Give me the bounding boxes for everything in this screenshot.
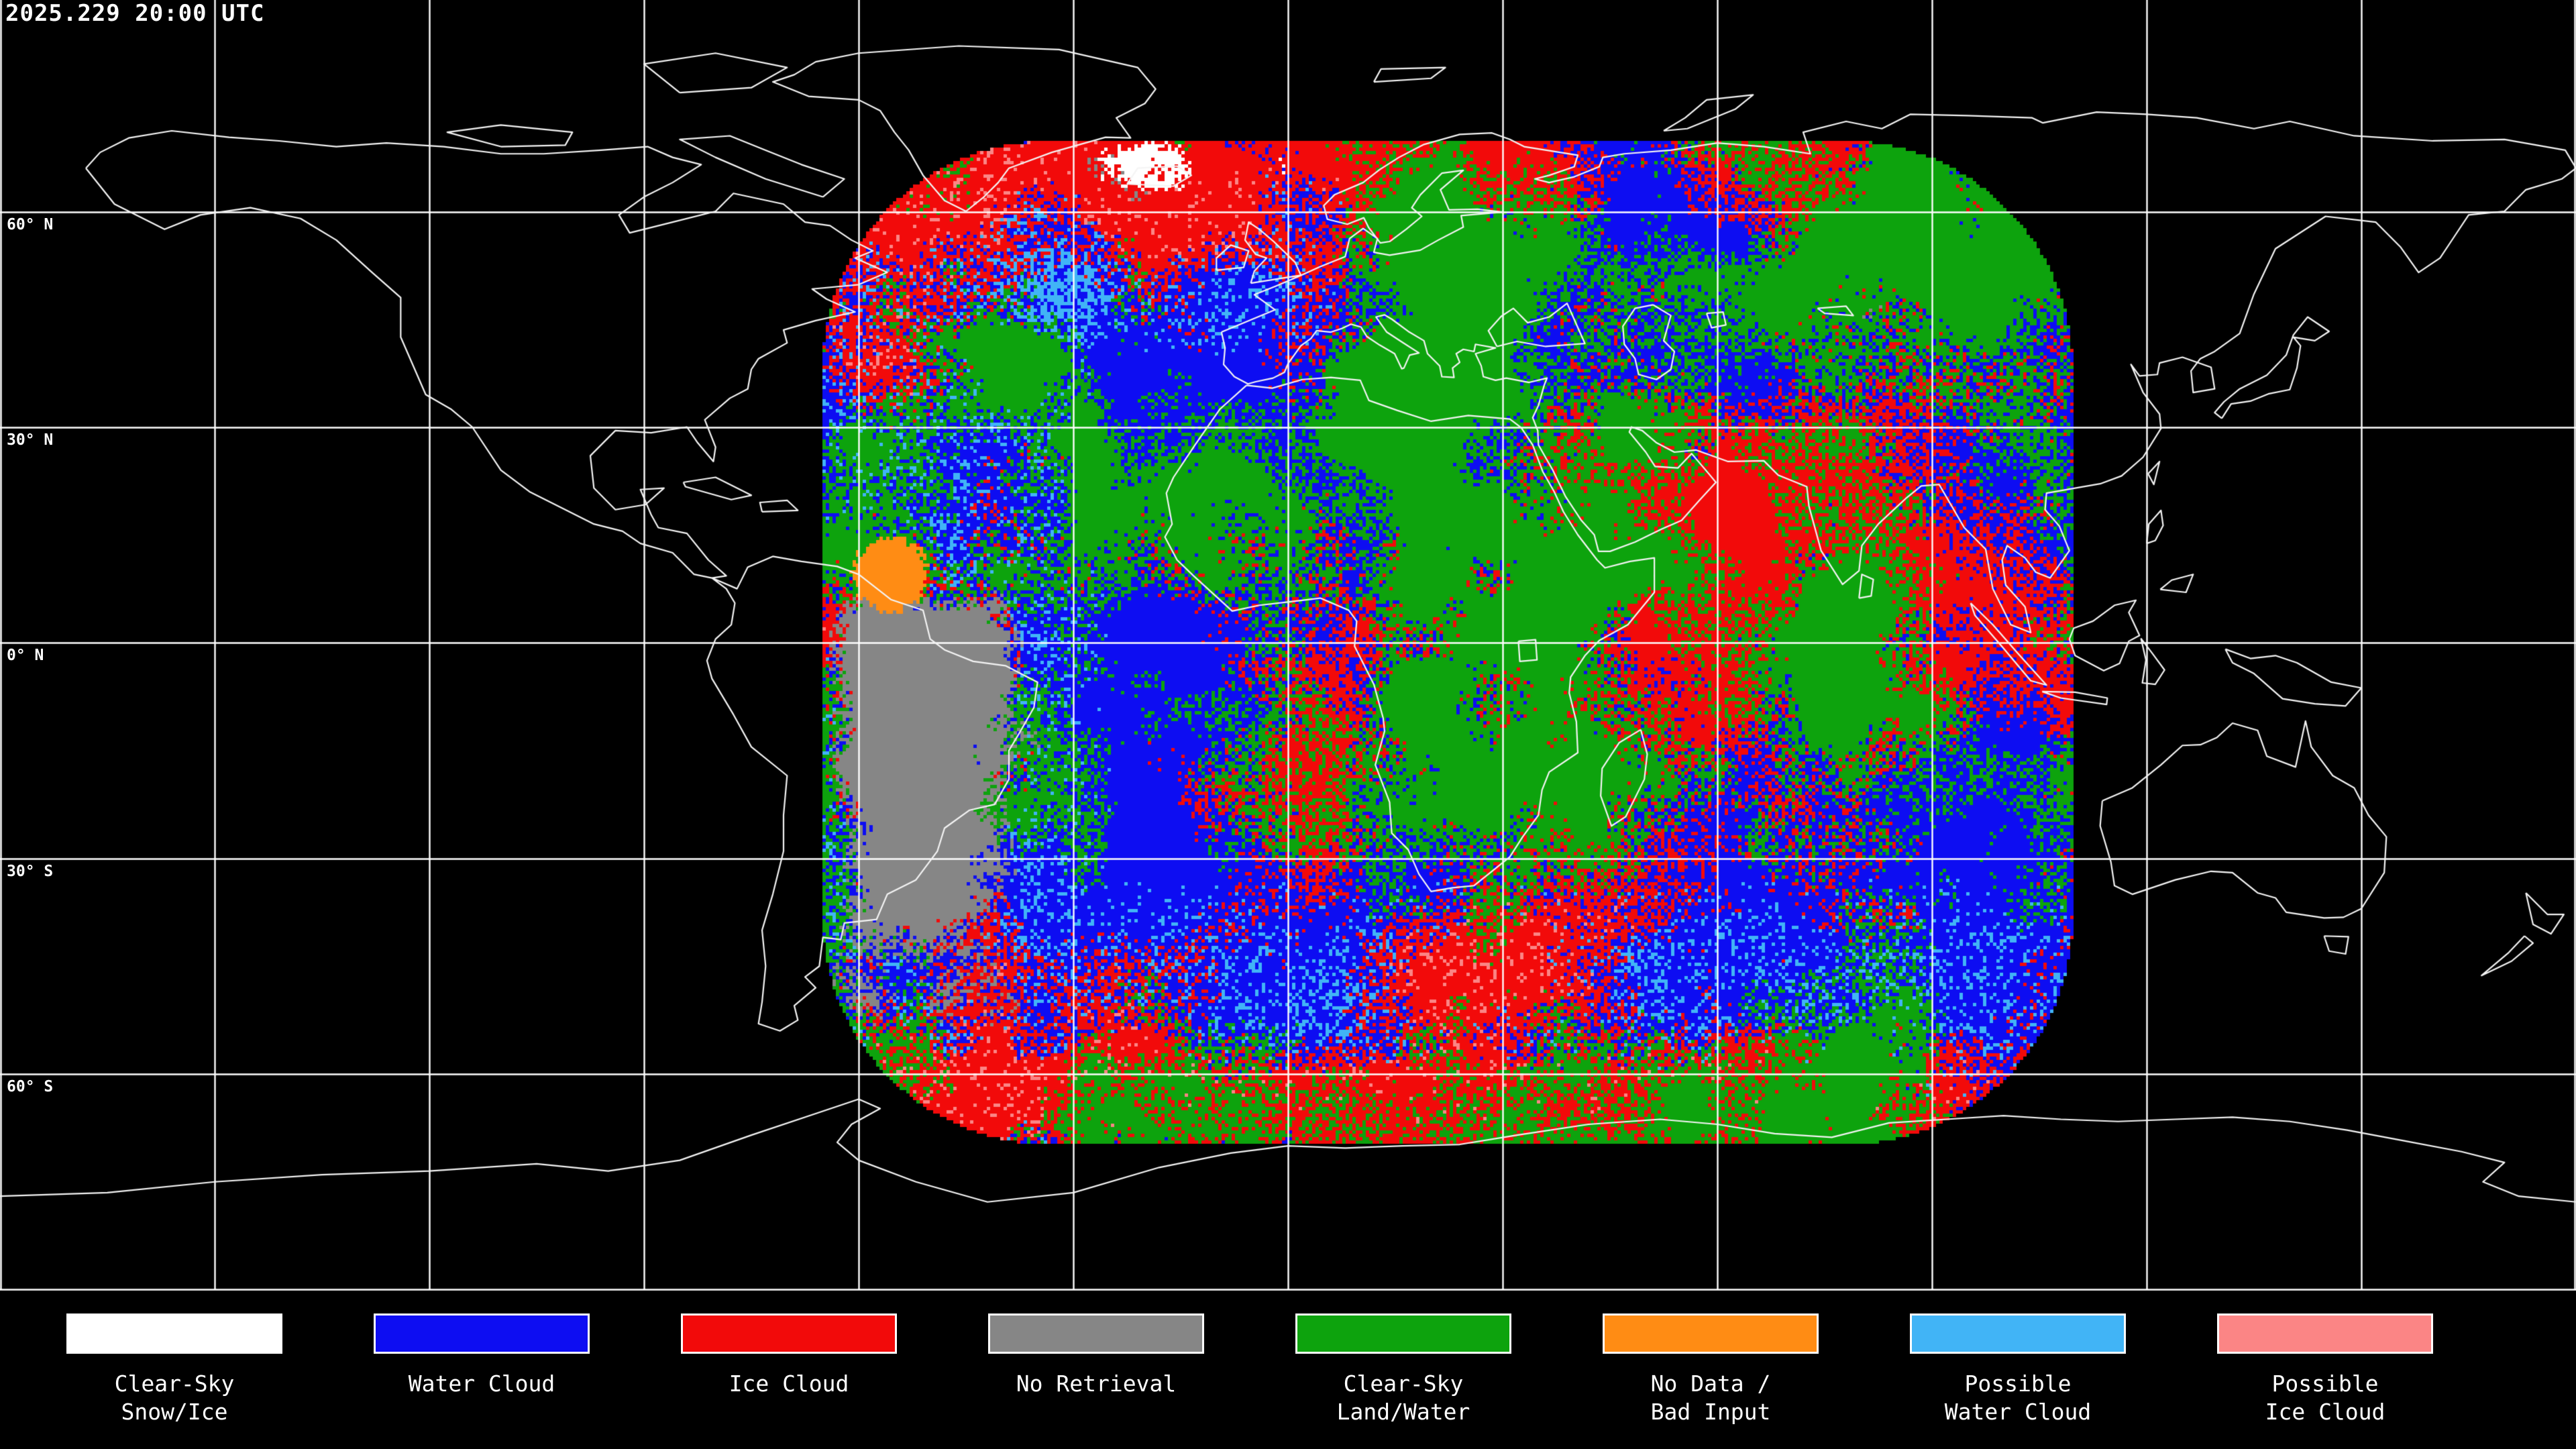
legend-label-line: Ice Cloud xyxy=(2265,1399,2385,1425)
latitude-label: 60° N xyxy=(7,216,54,233)
legend-swatch-no-data-bad-input xyxy=(1603,1313,1819,1354)
legend-item: Possible Ice Cloud xyxy=(2217,1313,2433,1429)
latitude-label: 30° S xyxy=(7,863,54,880)
latitude-label: 0° N xyxy=(7,647,44,664)
legend-label-line: Clear-Sky xyxy=(1343,1371,1464,1397)
legend-label: Possible Ice Cloud xyxy=(2171,1370,2479,1426)
legend-label-line: Land/Water xyxy=(1336,1399,1470,1425)
legend-item: Ice Cloud xyxy=(681,1313,897,1429)
legend-swatch-possible-ice-cloud xyxy=(2217,1313,2433,1354)
legend-swatch-no-retrieval xyxy=(988,1313,1204,1354)
legend-label: Clear-Sky Land/Water xyxy=(1250,1370,1557,1426)
legend-label: Ice Cloud xyxy=(635,1370,943,1398)
legend-item: Water Cloud xyxy=(374,1313,590,1429)
legend-swatch-ice-cloud xyxy=(681,1313,897,1354)
legend-label: Water Cloud xyxy=(328,1370,635,1398)
legend-label-line: Snow/Ice xyxy=(121,1399,228,1425)
latitude-label: 60° S xyxy=(7,1078,54,1095)
legend-item: No Data / Bad Input xyxy=(1603,1313,1819,1429)
legend-swatch-water-cloud xyxy=(374,1313,590,1354)
legend-label-line: No Data / xyxy=(1650,1371,1771,1397)
legend-item: No Retrieval xyxy=(988,1313,1204,1429)
legend-label-line: Possible xyxy=(2271,1371,2379,1397)
legend-label-line: Bad Input xyxy=(1650,1399,1771,1425)
legend-swatch-clear-sky-land-water xyxy=(1295,1313,1511,1354)
legend-label: Possible Water Cloud xyxy=(1864,1370,2171,1426)
legend-label-line: Water Cloud xyxy=(408,1371,555,1397)
legend-item: Clear-Sky Land/Water xyxy=(1295,1313,1511,1429)
legend-label-line: Clear-Sky xyxy=(114,1371,235,1397)
legend-swatch-clear-sky-snow-ice xyxy=(66,1313,282,1354)
legend-item: Possible Water Cloud xyxy=(1910,1313,2126,1429)
legend-label-line: Water Cloud xyxy=(1944,1399,2092,1425)
latitude-label: 30° N xyxy=(7,431,54,449)
legend-label-line: Possible xyxy=(1964,1371,2072,1397)
legend-label: No Data / Bad Input xyxy=(1557,1370,1864,1426)
legend-label-line: No Retrieval xyxy=(1016,1371,1177,1397)
legend-label: No Retrieval xyxy=(943,1370,1250,1398)
legend-label-line: Ice Cloud xyxy=(729,1371,849,1397)
legend-item: Clear-Sky Snow/Ice xyxy=(66,1313,282,1429)
timestamp-label: 2025.229 20:00 UTC xyxy=(5,0,265,27)
legend-swatch-possible-water-cloud xyxy=(1910,1313,2126,1354)
legend-label: Clear-Sky Snow/Ice xyxy=(21,1370,328,1426)
